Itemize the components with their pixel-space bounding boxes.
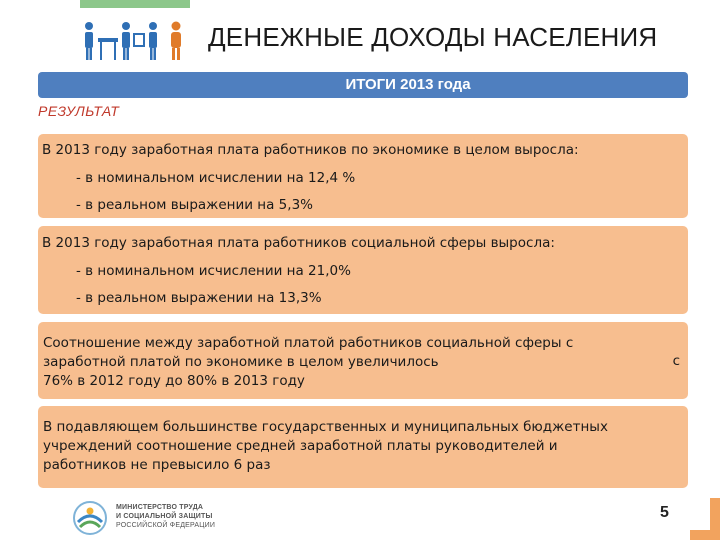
ministry-name-line: МИНИСТЕРСТВО ТРУДА xyxy=(116,504,204,511)
ministry-name: МИНИСТЕРСТВО ТРУДА И СОЦИАЛЬНОЙ ЗАЩИТЫ Р… xyxy=(116,503,215,530)
summary-band: ИТОГИ 2013 года xyxy=(38,72,688,98)
ministry-logo-icon xyxy=(72,500,108,536)
summary-band-label: ИТОГИ 2013 года xyxy=(345,76,471,93)
result-box-ratio: Соотношение между заработной платой рабо… xyxy=(38,322,688,399)
result-paragraph: Соотношение между заработной платой рабо… xyxy=(43,334,573,391)
paragraph-line: Соотношение между заработной платой рабо… xyxy=(43,335,574,351)
section-label: РЕЗУЛЬТАТ xyxy=(38,103,120,119)
paragraph-tail: с xyxy=(672,353,680,369)
page-number: 5 xyxy=(660,504,669,521)
result-heading: В 2013 году заработная плата работников … xyxy=(42,142,579,158)
paragraph-line: заработной платой по экономике в целом у… xyxy=(43,354,439,370)
result-heading: В 2013 году заработная плата работников … xyxy=(42,235,555,251)
people-at-work-icon xyxy=(80,18,190,62)
result-item: - в номинальном исчислении на 12,4 % xyxy=(76,170,356,186)
result-box-managers: В подавляющем большинстве государственны… xyxy=(38,406,688,488)
result-item: - в номинальном исчислении на 21,0% xyxy=(76,263,351,279)
corner-decoration xyxy=(690,530,710,540)
result-item: - в реальном выражении на 13,3% xyxy=(76,290,322,306)
paragraph-line: учреждений соотношение средней заработно… xyxy=(43,438,558,454)
ministry-name-line: И СОЦИАЛЬНОЙ ЗАЩИТЫ xyxy=(116,513,213,520)
paragraph-line: работников не превысило 6 раз xyxy=(43,457,271,473)
top-accent-bar xyxy=(80,0,190,8)
paragraph-line: 76% в 2012 году до 80% в 2013 году xyxy=(43,373,305,389)
result-box-social-sphere: В 2013 году заработная плата работников … xyxy=(38,226,688,314)
result-box-economy: В 2013 году заработная плата работников … xyxy=(38,134,688,218)
corner-decoration xyxy=(710,498,720,540)
page-title: ДЕНЕЖНЫЕ ДОХОДЫ НАСЕЛЕНИЯ xyxy=(208,22,658,52)
paragraph-line: В подавляющем большинстве государственны… xyxy=(43,419,608,435)
result-paragraph: В подавляющем большинстве государственны… xyxy=(43,418,608,475)
ministry-name-line: РОССИЙСКОЙ ФЕДЕРАЦИИ xyxy=(116,522,216,529)
result-item: - в реальном выражении на 5,3% xyxy=(76,197,313,213)
